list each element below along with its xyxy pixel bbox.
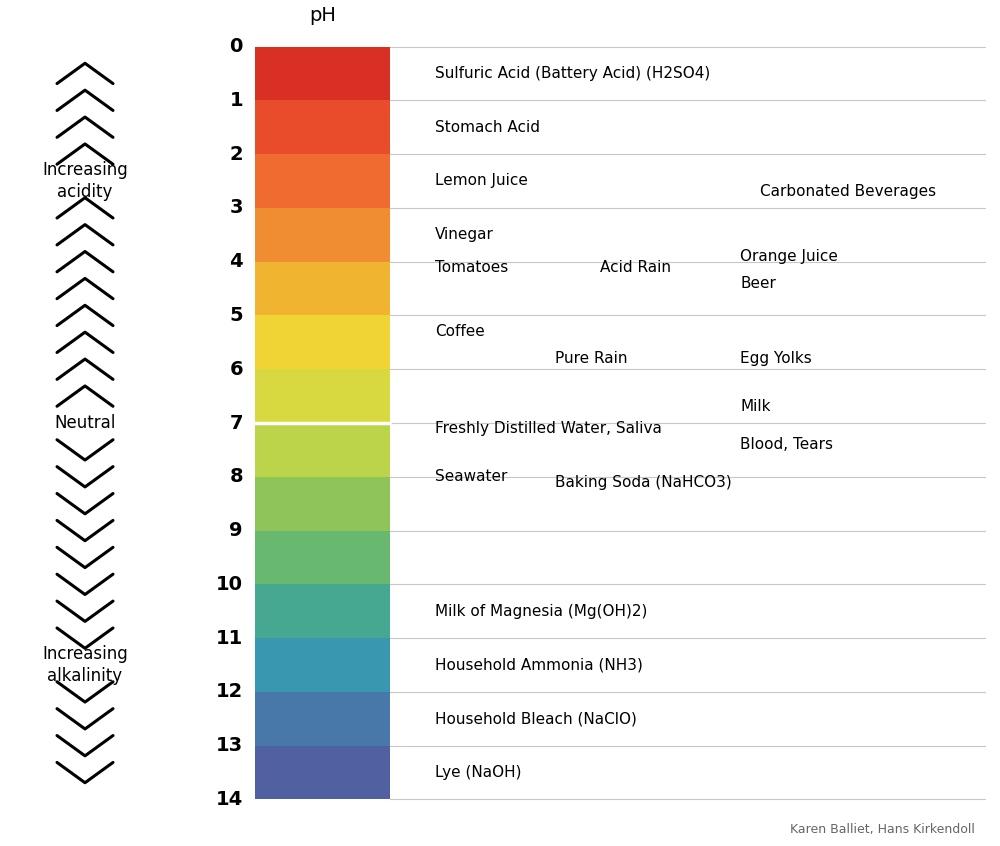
Text: Household Ammonia (NH3): Household Ammonia (NH3) <box>435 657 643 673</box>
Bar <box>255 101 390 154</box>
Bar <box>255 47 390 101</box>
Text: Increasing
alkalinity: Increasing alkalinity <box>42 645 128 685</box>
Text: 8: 8 <box>229 467 243 486</box>
Text: pH: pH <box>309 7 336 25</box>
Text: Acid Rain: Acid Rain <box>600 260 671 275</box>
Text: Lemon Juice: Lemon Juice <box>435 173 528 189</box>
Text: 0: 0 <box>230 37 243 56</box>
Text: Baking Soda (NaHCO3): Baking Soda (NaHCO3) <box>555 475 732 490</box>
Text: 10: 10 <box>216 574 243 594</box>
Text: Karen Balliet, Hans Kirkendoll: Karen Balliet, Hans Kirkendoll <box>790 823 975 836</box>
Text: 14: 14 <box>216 790 243 809</box>
Bar <box>255 692 390 745</box>
Bar <box>255 585 390 638</box>
Text: 1: 1 <box>229 91 243 110</box>
Text: Milk: Milk <box>740 399 770 415</box>
Text: Egg Yolks: Egg Yolks <box>740 351 812 366</box>
Bar <box>255 369 390 423</box>
Text: 4: 4 <box>229 252 243 272</box>
Text: Household Bleach (NaClO): Household Bleach (NaClO) <box>435 711 637 727</box>
Text: Coffee: Coffee <box>435 324 485 339</box>
Text: 7: 7 <box>230 414 243 432</box>
Bar <box>255 530 390 585</box>
Text: Seawater: Seawater <box>435 470 507 484</box>
Bar <box>255 261 390 316</box>
Text: 13: 13 <box>216 736 243 755</box>
Text: Orange Juice: Orange Juice <box>740 249 838 264</box>
Bar <box>255 208 390 261</box>
Bar <box>255 423 390 477</box>
Text: Milk of Magnesia (Mg(OH)2): Milk of Magnesia (Mg(OH)2) <box>435 604 647 618</box>
Text: Freshly Distilled Water, Saliva: Freshly Distilled Water, Saliva <box>435 420 662 436</box>
Text: Stomach Acid: Stomach Acid <box>435 119 540 135</box>
Text: Increasing
acidity: Increasing acidity <box>42 161 128 201</box>
Text: 11: 11 <box>216 629 243 648</box>
Text: 12: 12 <box>216 683 243 701</box>
Text: 9: 9 <box>230 521 243 540</box>
Text: 5: 5 <box>229 306 243 325</box>
Text: 6: 6 <box>229 360 243 379</box>
Text: 2: 2 <box>229 145 243 163</box>
Bar <box>255 745 390 799</box>
Bar <box>255 316 390 369</box>
Text: Carbonated Beverages: Carbonated Beverages <box>760 184 936 200</box>
Text: Vinegar: Vinegar <box>435 228 494 242</box>
Bar <box>255 638 390 692</box>
Bar <box>255 477 390 530</box>
Bar <box>255 154 390 208</box>
Text: Beer: Beer <box>740 276 776 291</box>
Text: Tomatoes: Tomatoes <box>435 260 508 275</box>
Text: Blood, Tears: Blood, Tears <box>740 437 833 452</box>
Text: Pure Rain: Pure Rain <box>555 351 628 366</box>
Text: 3: 3 <box>230 198 243 217</box>
Text: Sulfuric Acid (Battery Acid) (H2SO4): Sulfuric Acid (Battery Acid) (H2SO4) <box>435 66 710 81</box>
Text: Lye (NaOH): Lye (NaOH) <box>435 765 522 780</box>
Text: Neutral: Neutral <box>54 414 116 432</box>
